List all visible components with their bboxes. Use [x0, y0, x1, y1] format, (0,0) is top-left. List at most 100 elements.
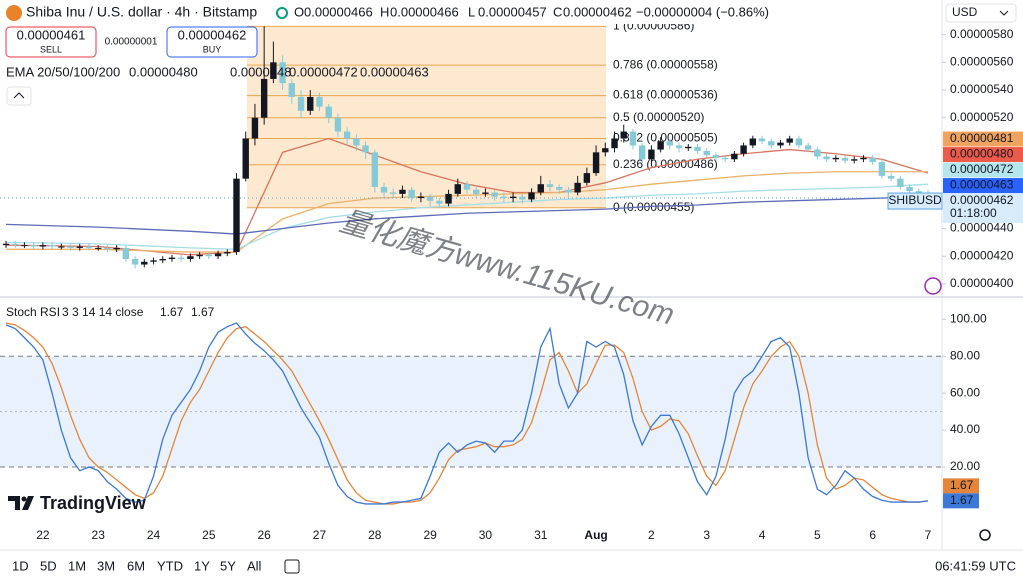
sell-button[interactable] — [5, 26, 97, 58]
y-tick-label: 0.00000560 — [950, 54, 1014, 68]
x-tick-label: 3 — [703, 528, 710, 542]
stoch-tag — [943, 493, 979, 509]
candle-body — [242, 138, 249, 179]
candle-body — [343, 131, 351, 139]
range-button[interactable]: 6M — [127, 558, 145, 573]
candle-body — [233, 178, 240, 253]
y-tick-label: 0.00000540 — [950, 82, 1014, 96]
range-button[interactable]: YTD — [157, 558, 183, 573]
candle-body — [851, 159, 858, 161]
ohlc-legend: O 0.00000466 H 0.00000466 L 0.00000457 C 0.0000… — [294, 4, 632, 19]
stoch-y-tick-label: 80.00 — [950, 348, 980, 362]
candle-body — [915, 191, 922, 193]
x-tick-label: 7 — [925, 528, 932, 542]
fib-zone — [247, 26, 606, 208]
candle-body — [731, 153, 738, 160]
settings-icon[interactable] — [979, 529, 991, 541]
fib-label: 0.618 (0.00000536) — [613, 88, 718, 102]
y-tick-label: 0.00000520 — [950, 110, 1014, 124]
range-button[interactable]: 1Y — [194, 558, 210, 573]
candle-body — [841, 157, 849, 161]
candle-body — [196, 254, 203, 257]
stoch-pane — [0, 322, 942, 505]
range-button[interactable]: 1M — [68, 558, 86, 573]
y-tick-label: 0.00000440 — [950, 221, 1014, 235]
clock: 06:41:59 UTC — [935, 558, 1016, 573]
candle-body — [556, 186, 563, 190]
candle-body — [214, 253, 222, 257]
candle-body — [76, 246, 83, 248]
ohlc-value: 0.00000457 — [478, 4, 547, 19]
countdown: 01:18:00 — [950, 206, 997, 220]
candle-body — [131, 258, 139, 265]
candle-body — [528, 192, 535, 200]
candle-body — [205, 254, 213, 257]
stoch-title: Stoch RSI — [6, 305, 60, 319]
candle-body — [638, 145, 646, 160]
candle-body — [897, 178, 904, 187]
candle-body — [95, 247, 102, 249]
tv-logo-mark — [8, 496, 34, 510]
candle-body — [104, 247, 111, 250]
range-button[interactable]: All — [247, 558, 262, 573]
stoch-tag — [943, 478, 979, 494]
range-button[interactable]: 5D — [40, 558, 57, 573]
candle-body — [519, 196, 526, 200]
ohlc-value: 0.00000466 — [390, 4, 459, 19]
candle-body — [177, 257, 185, 259]
buy-button[interactable] — [166, 26, 258, 58]
calendar-icon[interactable] — [284, 559, 300, 574]
stoch-tag-label: 1.67 — [950, 493, 974, 507]
tv-logo-dot — [21, 496, 27, 502]
ema-value: 0.00000463 — [360, 64, 429, 79]
candle-body — [473, 189, 480, 194]
candle-body — [224, 252, 231, 254]
candle-body — [823, 156, 830, 160]
price-tag — [943, 147, 1023, 163]
candle-body — [408, 189, 415, 199]
range-button[interactable]: 5Y — [220, 558, 236, 573]
candle-body — [537, 184, 544, 193]
candle-body — [712, 155, 720, 158]
range-button[interactable]: 3M — [97, 558, 115, 573]
y-tick-label: 0.00000580 — [950, 27, 1014, 41]
price-tag — [943, 162, 1023, 178]
replay-icon[interactable] — [924, 277, 942, 295]
x-tick-label: 25 — [202, 528, 216, 542]
collapse-icon — [13, 92, 25, 99]
x-tick-label: 29 — [423, 528, 437, 542]
candle-body — [887, 175, 895, 179]
candle-body — [297, 96, 305, 111]
fib-label: 0.786 (0.00000558) — [613, 57, 718, 71]
stoch-tag-label: 1.67 — [950, 478, 974, 492]
range-button[interactable]: 1D — [12, 558, 29, 573]
candle-body — [48, 245, 56, 247]
chevron — [999, 10, 1009, 16]
candle-body — [777, 142, 784, 146]
candle-body — [629, 131, 637, 146]
candle-body — [371, 152, 378, 187]
ohlc-value: 0.00000462 — [563, 4, 632, 19]
range-toolbar: 1D 5D 1M 3M 6M YTD 1Y 5Y All — [12, 558, 262, 573]
x-tick-label: 24 — [147, 528, 161, 542]
candle-body — [445, 193, 452, 204]
candle-body — [85, 246, 93, 248]
candle-body — [491, 192, 498, 197]
x-tick-label: 26 — [257, 528, 271, 542]
candle-body — [620, 131, 627, 139]
stoch-line — [5, 322, 929, 505]
candle-body — [583, 173, 591, 183]
collapse-button[interactable] — [6, 86, 32, 106]
price-pane: 1 (0.00000586) 0.786 (0.00000558) 0.618 (0… — [0, 24, 942, 269]
candle-body — [602, 148, 609, 153]
candle-body — [509, 196, 517, 199]
x-tick-label: 2 — [648, 528, 655, 542]
candle-body — [611, 138, 618, 149]
ohlc-value: 0.00000466 — [304, 4, 373, 19]
ohlc-key: H — [380, 4, 389, 19]
candle-body — [353, 138, 360, 146]
stoch-params: 3 3 14 14 close — [62, 305, 144, 319]
currency-select[interactable] — [945, 3, 1017, 23]
x-tick-label: 22 — [36, 528, 50, 542]
